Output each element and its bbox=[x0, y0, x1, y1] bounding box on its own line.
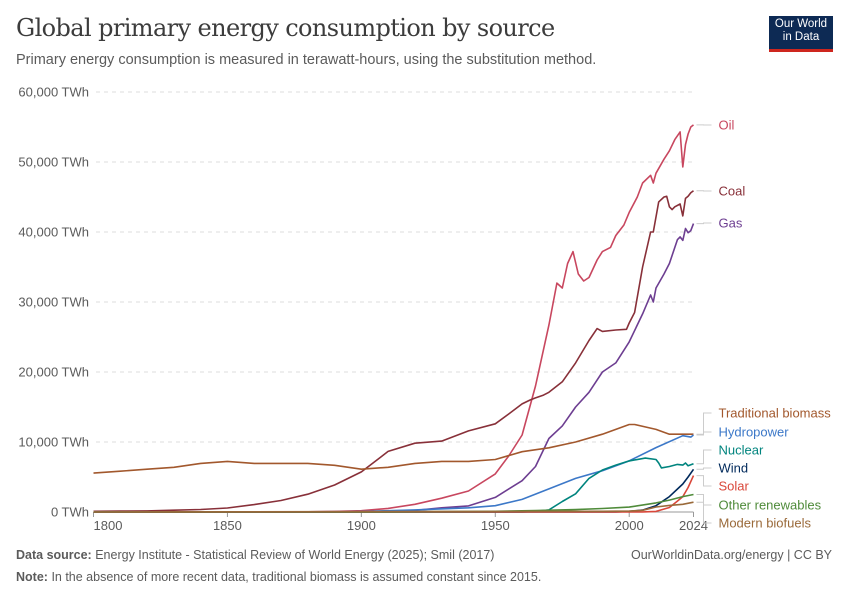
series-line-traditional-biomass bbox=[93, 423, 694, 474]
label-connector bbox=[696, 475, 712, 487]
note-text: In the absence of more recent data, trad… bbox=[51, 570, 542, 584]
y-tick-label: 30,000 TWh bbox=[18, 295, 89, 310]
x-tick-label: 1950 bbox=[481, 518, 510, 533]
source-label: Data source: bbox=[16, 548, 92, 562]
series-line-coal bbox=[93, 190, 694, 513]
y-tick-label: 10,000 TWh bbox=[18, 435, 89, 450]
y-tick-label: 50,000 TWh bbox=[18, 155, 89, 170]
series-label-gas: Gas bbox=[719, 216, 743, 231]
series-line-wind bbox=[93, 468, 695, 513]
x-tick-label: 2000 bbox=[615, 518, 644, 533]
logo-text: Our World in Data bbox=[774, 18, 828, 43]
chart-title: Global primary energy consumption by sou… bbox=[16, 14, 555, 42]
x-tick-label: 1800 bbox=[94, 518, 123, 533]
source-link[interactable]: OurWorldinData.org/energy | CC BY bbox=[630, 548, 832, 562]
x-tick-label: 1900 bbox=[347, 518, 376, 533]
series-label-nuclear: Nuclear bbox=[719, 443, 764, 458]
x-tick-label: 2024 bbox=[679, 518, 708, 533]
series-label-wind: Wind bbox=[719, 461, 749, 476]
series-label-oil: Oil bbox=[719, 118, 735, 133]
label-connector bbox=[696, 222, 712, 225]
series-label-hydropower: Hydropower bbox=[719, 425, 790, 440]
y-tick-label: 0 TWh bbox=[51, 505, 89, 520]
series-line-oil bbox=[93, 124, 694, 513]
chart-note: Note: In the absence of more recent data… bbox=[16, 570, 541, 584]
series-line-hydropower bbox=[93, 434, 694, 513]
y-tick-label: 60,000 TWh bbox=[18, 85, 89, 100]
y-tick-label: 40,000 TWh bbox=[18, 225, 89, 240]
label-connector bbox=[696, 431, 712, 436]
data-source: Data source: Energy Institute - Statisti… bbox=[16, 548, 494, 562]
x-tick-label: 1850 bbox=[213, 518, 242, 533]
series-line-gas bbox=[93, 223, 695, 513]
note-label: Note: bbox=[16, 570, 48, 584]
label-connector bbox=[696, 467, 712, 470]
label-connector bbox=[696, 501, 712, 524]
label-connector bbox=[696, 412, 712, 435]
chart-subtitle: Primary energy consumption is measured i… bbox=[16, 52, 597, 68]
series-line-nuclear bbox=[93, 457, 694, 513]
owid-logo[interactable]: Our World in Data bbox=[769, 16, 833, 52]
series-line-solar bbox=[93, 475, 695, 513]
series-label-coal: Coal bbox=[719, 184, 746, 199]
label-connector bbox=[696, 449, 712, 465]
y-tick-label: 20,000 TWh bbox=[18, 365, 89, 380]
label-connector bbox=[696, 494, 712, 506]
series-label-modern-biofuels: Modern biofuels bbox=[719, 516, 812, 531]
series-label-other-renewables: Other renewables bbox=[719, 498, 822, 513]
series-line-modern-biofuels bbox=[93, 501, 694, 513]
source-text: Energy Institute - Statistical Review of… bbox=[95, 548, 495, 562]
series-label-traditional-biomass: Traditional biomass bbox=[719, 406, 832, 421]
series-label-solar: Solar bbox=[719, 479, 750, 494]
